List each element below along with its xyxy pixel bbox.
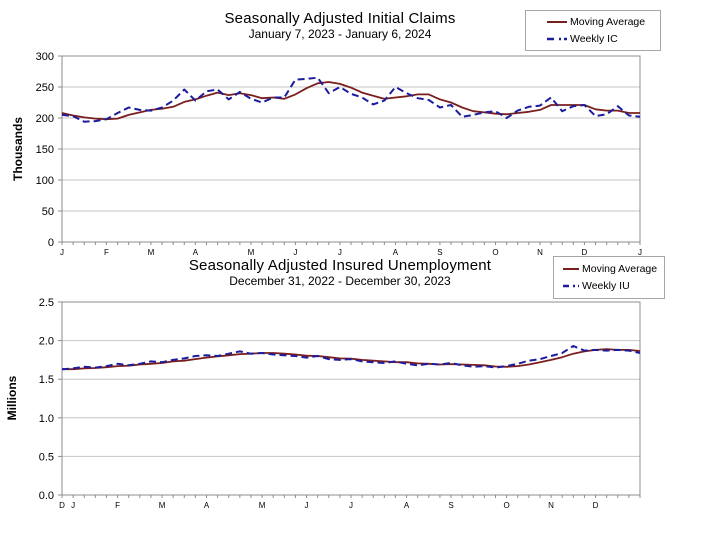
y-tick-label: 0.0 [39, 490, 54, 502]
insured-unemployment-subtitle: December 31, 2022 - December 30, 2023 [229, 274, 451, 288]
y-tick-label: 1.0 [39, 413, 54, 425]
month-label: M [159, 501, 166, 510]
legend-label: Weekly IU [582, 280, 630, 292]
legend-entry-weekly-iu: Weekly IU [562, 280, 660, 292]
y-tick-label: 50 [42, 206, 54, 218]
series-line-weekly-iu [61, 345, 641, 371]
month-label: O [503, 501, 509, 510]
month-label: J [638, 248, 642, 257]
month-label: D [582, 248, 588, 257]
month-label: D [59, 501, 65, 510]
solid-line-icon [547, 21, 567, 23]
month-label: A [193, 248, 199, 257]
dashed-line-icon [563, 284, 579, 288]
legend-label: Weekly IC [570, 33, 618, 45]
month-label: D [593, 501, 599, 510]
month-label: M [148, 248, 155, 257]
series-line-weekly-ic [61, 76, 641, 123]
month-label: O [492, 248, 498, 257]
month-label: S [448, 501, 453, 510]
insured-unemployment-title: Seasonally Adjusted Insured Unemployment [188, 257, 492, 274]
month-label: J [349, 501, 353, 510]
legend-entry-moving-average: Moving Average [562, 263, 660, 275]
month-label: M [248, 248, 255, 257]
initial-claims-title: Seasonally Adjusted Initial Claims [224, 10, 456, 27]
month-label: A [204, 501, 210, 510]
y-tick-label: 0 [48, 237, 54, 249]
month-label: F [115, 501, 120, 510]
month-label: J [293, 248, 297, 257]
initial-claims-legend: Moving Average Weekly IC [525, 10, 661, 51]
month-label: A [404, 501, 410, 510]
legend-label: Moving Average [570, 16, 646, 28]
y-tick-label: 100 [36, 175, 54, 187]
legend-entry-moving-average: Moving Average [546, 16, 656, 28]
month-label: S [437, 248, 442, 257]
y-tick-label: 200 [36, 113, 54, 125]
month-label: J [71, 501, 75, 510]
plot-border [61, 301, 641, 496]
month-label: J [60, 248, 64, 257]
y-tick-label: 300 [36, 51, 54, 63]
month-label: J [338, 248, 342, 257]
y-tick-label: 2.5 [39, 297, 54, 309]
series-line-moving-average [61, 81, 640, 121]
month-label: A [393, 248, 399, 257]
month-label: M [259, 501, 266, 510]
solid-line-icon [563, 268, 579, 270]
initial-claims-subtitle: January 7, 2023 - January 6, 2024 [248, 27, 432, 41]
initial-claims-plot: 0 50 100 150 200 250 300 J F M A M J J A S O N D J [36, 51, 642, 257]
y-tick-label: 0.5 [39, 451, 54, 463]
dashed-line-icon [547, 37, 567, 41]
legend-label: Moving Average [582, 263, 658, 275]
y-tick-label: 1.5 [39, 374, 54, 386]
legend-entry-weekly-ic: Weekly IC [546, 33, 656, 45]
y-tick-label: 150 [36, 144, 54, 156]
month-label: F [104, 248, 109, 257]
y-tick-label: 250 [36, 82, 54, 94]
month-label: J [305, 501, 309, 510]
month-label: N [548, 501, 554, 510]
y-tick-label: 2.0 [39, 336, 54, 348]
month-label: N [537, 248, 543, 257]
insured-unemployment-plot: 0.00.51.01.52.02.5D J F M A M J J A S O N D [39, 297, 641, 510]
insured-unemployment-legend: Moving Average Weekly IU [553, 256, 665, 299]
